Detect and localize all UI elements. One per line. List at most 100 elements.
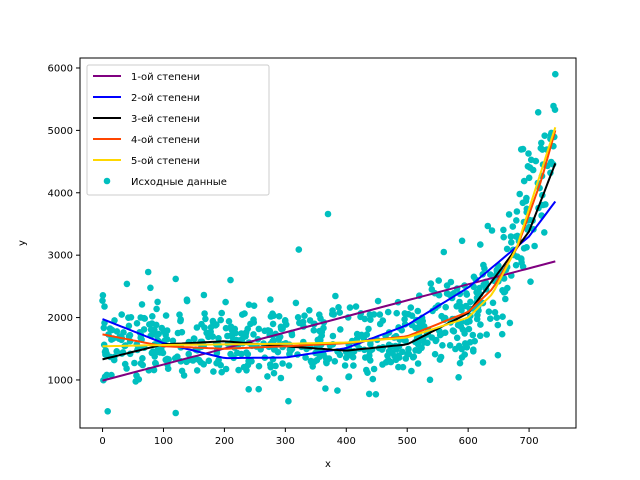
scatter-point xyxy=(108,371,115,379)
scatter-point xyxy=(222,298,229,306)
scatter-point xyxy=(414,307,422,315)
scatter-point xyxy=(455,374,462,381)
scatter-point xyxy=(508,239,515,246)
scatter-point xyxy=(332,292,339,300)
scatter-point xyxy=(174,353,181,361)
scatter-point xyxy=(330,311,338,318)
scatter-point xyxy=(238,350,245,358)
scatter-point xyxy=(485,308,493,316)
scatter-point xyxy=(527,156,535,164)
scatter-point xyxy=(177,317,184,325)
scatter-point xyxy=(500,233,508,241)
scatter-point xyxy=(269,310,276,318)
scatter-point xyxy=(550,102,557,110)
scatter-point xyxy=(322,385,329,392)
scatter-point xyxy=(183,296,191,304)
plot-frame xyxy=(79,57,577,429)
scatter-point xyxy=(191,335,198,343)
scatter-point xyxy=(404,350,411,358)
scatter-point xyxy=(541,229,548,236)
scatter-point xyxy=(185,350,192,358)
x-tick-label: 100 xyxy=(154,436,173,447)
scatter-point xyxy=(542,201,549,208)
scatter-point xyxy=(450,328,458,335)
scatter-point xyxy=(180,372,188,379)
fit-line-3 xyxy=(102,163,557,361)
scatter-point xyxy=(524,163,532,170)
scatter-point xyxy=(516,190,523,198)
scatter-point xyxy=(487,315,494,323)
scatter-point xyxy=(250,302,258,310)
scatter-point xyxy=(138,301,146,308)
scatter-point xyxy=(469,331,477,339)
scatter-point xyxy=(370,365,378,373)
fit-line-1 xyxy=(102,260,556,382)
scatter-point xyxy=(493,314,501,322)
scatter-point xyxy=(357,313,364,321)
scatter-point xyxy=(206,332,214,340)
scatter-point xyxy=(294,314,302,321)
scatter-point xyxy=(267,296,274,303)
scatter-point xyxy=(99,292,107,299)
scatter-point xyxy=(264,373,271,380)
scatter-point xyxy=(401,316,408,323)
scatter-point xyxy=(513,217,520,224)
scatter-point xyxy=(531,242,538,250)
legend-label: 2-ой степени xyxy=(131,93,200,104)
scatter-point xyxy=(156,349,164,356)
scatter-point xyxy=(414,341,422,348)
scatter-point xyxy=(435,277,443,284)
y-tick-label: 4000 xyxy=(48,188,73,199)
scatter-point xyxy=(385,347,393,355)
scatter-point xyxy=(104,408,111,415)
scatter-point xyxy=(126,331,134,339)
scatter-point xyxy=(494,321,502,329)
fit-line-4 xyxy=(102,130,557,350)
scatter-point xyxy=(512,261,520,269)
scatter-point xyxy=(227,350,234,358)
scatter-point xyxy=(178,328,186,336)
x-tick-label: 500 xyxy=(398,436,417,447)
scatter-point xyxy=(198,320,205,328)
legend-marker-scatter xyxy=(103,177,111,185)
y-tick-label: 6000 xyxy=(48,63,73,74)
scatter-point xyxy=(407,304,415,311)
scatter-point xyxy=(427,280,435,287)
scatter-point xyxy=(477,241,484,248)
scatter-point xyxy=(345,373,353,380)
scatter-point xyxy=(360,334,368,342)
scatter-point xyxy=(255,362,263,370)
scatter-point xyxy=(489,299,497,307)
scatter-point xyxy=(162,312,170,319)
scatter-point xyxy=(391,352,398,360)
scatter-point xyxy=(296,319,303,327)
scatter-point xyxy=(458,237,466,245)
scatter-point xyxy=(183,358,190,366)
scatter-point xyxy=(227,276,234,284)
scatter-point xyxy=(405,345,412,353)
scatter-point xyxy=(255,385,262,393)
scatter-point xyxy=(350,362,357,369)
scatter-point xyxy=(491,309,499,316)
x-axis-ticks: 0 100 200 300 400 500 600 700 xyxy=(99,428,539,447)
scatter-point xyxy=(334,387,341,394)
scatter-point xyxy=(118,311,125,318)
scatter-point xyxy=(288,331,296,339)
scatter-point xyxy=(125,322,133,330)
scatter-point xyxy=(329,332,337,340)
scatter-point xyxy=(102,351,109,358)
scatter-point xyxy=(426,376,434,384)
scatter-point xyxy=(202,315,209,323)
scatter-point xyxy=(399,363,407,371)
scatter-point xyxy=(310,327,318,334)
scatter-point xyxy=(369,375,377,383)
y-tick-label: 2000 xyxy=(48,313,73,324)
y-axis-ticks: 1000 2000 3000 4000 5000 6000 xyxy=(48,63,80,386)
legend-box xyxy=(86,64,270,196)
scatter-point xyxy=(132,378,139,385)
scatter-point xyxy=(169,337,177,345)
scatter-point xyxy=(379,361,386,368)
scatter-point xyxy=(270,337,278,345)
x-tick-label: 700 xyxy=(520,436,539,447)
